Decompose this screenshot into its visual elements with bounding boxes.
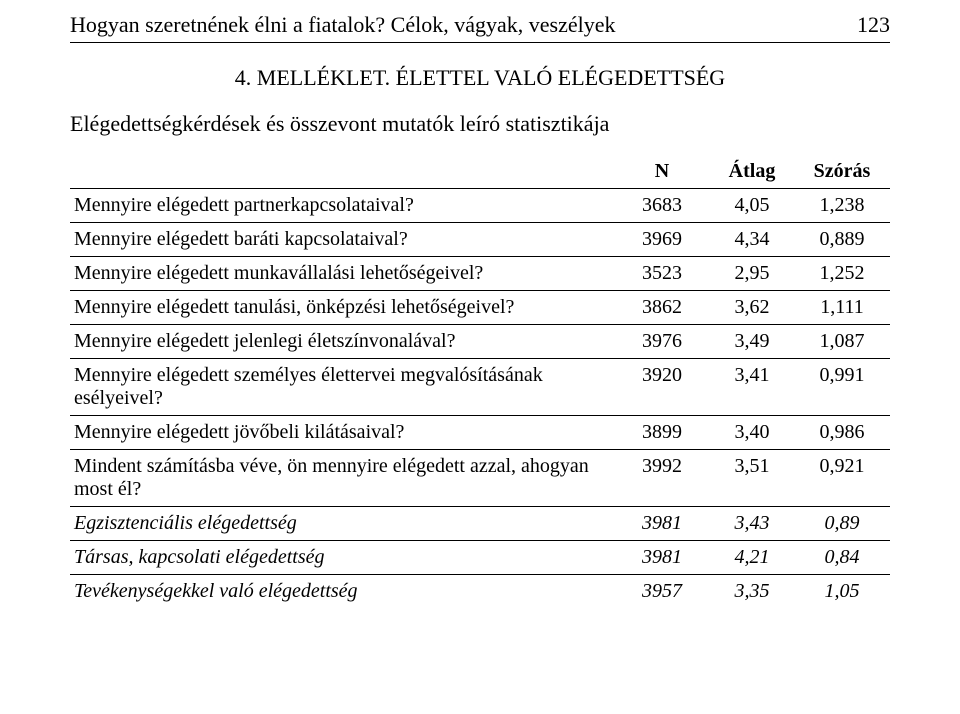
table-row: Mennyire elégedett jövőbeli kilátásaival… [70,416,890,450]
row-n: 3899 [620,416,710,450]
row-sd: 1,238 [800,189,890,223]
row-label: Mennyire elégedett jelenlegi életszínvon… [70,325,620,359]
table-row: Társas, kapcsolati elégedettség39814,210… [70,541,890,575]
col-header-sd: Szórás [800,155,890,189]
table-row: Mennyire elégedett tanulási, önképzési l… [70,291,890,325]
statistics-table: N Átlag Szórás Mennyire elégedett partne… [70,155,890,608]
table-row: Mindent számításba véve, ön mennyire elé… [70,450,890,507]
row-sd: 0,991 [800,359,890,416]
row-label: Mindent számításba véve, ön mennyire elé… [70,450,620,507]
row-mean: 3,43 [710,507,800,541]
table-row: Mennyire elégedett személyes élettervei … [70,359,890,416]
row-mean: 4,34 [710,223,800,257]
table-row: Mennyire elégedett baráti kapcsolataival… [70,223,890,257]
row-sd: 0,986 [800,416,890,450]
row-mean: 3,49 [710,325,800,359]
table-header-row: N Átlag Szórás [70,155,890,189]
page-number: 123 [857,12,890,38]
row-mean: 3,35 [710,575,800,609]
row-sd: 1,252 [800,257,890,291]
row-sd: 0,889 [800,223,890,257]
row-sd: 0,89 [800,507,890,541]
table-row: Mennyire elégedett munkavállalási lehető… [70,257,890,291]
row-mean: 3,62 [710,291,800,325]
row-label: Társas, kapcsolati elégedettség [70,541,620,575]
row-sd: 0,84 [800,541,890,575]
running-head: Hogyan szeretnének élni a fiatalok? Célo… [70,12,890,43]
section-subtitle: Elégedettségkérdések és összevont mutató… [70,111,890,137]
appendix-title: 4. MELLÉKLET. ÉLETTEL VALÓ ELÉGEDETTSÉG [70,65,890,91]
row-n: 3981 [620,507,710,541]
col-header-label [70,155,620,189]
row-sd: 1,05 [800,575,890,609]
row-n: 3920 [620,359,710,416]
row-label: Egzisztenciális elégedettség [70,507,620,541]
row-label: Mennyire elégedett tanulási, önképzési l… [70,291,620,325]
table-row: Mennyire elégedett jelenlegi életszínvon… [70,325,890,359]
row-n: 3976 [620,325,710,359]
row-mean: 2,95 [710,257,800,291]
row-mean: 4,05 [710,189,800,223]
row-n: 3969 [620,223,710,257]
row-label: Mennyire elégedett partnerkapcsolataival… [70,189,620,223]
row-label: Mennyire elégedett személyes élettervei … [70,359,620,416]
col-header-mean: Átlag [710,155,800,189]
row-mean: 3,51 [710,450,800,507]
row-mean: 3,41 [710,359,800,416]
col-header-n: N [620,155,710,189]
row-n: 3992 [620,450,710,507]
row-sd: 0,921 [800,450,890,507]
row-mean: 3,40 [710,416,800,450]
row-label: Mennyire elégedett baráti kapcsolataival… [70,223,620,257]
row-n: 3683 [620,189,710,223]
row-label: Tevékenységekkel való elégedettség [70,575,620,609]
row-n: 3981 [620,541,710,575]
row-n: 3957 [620,575,710,609]
row-n: 3523 [620,257,710,291]
row-label: Mennyire elégedett jövőbeli kilátásaival… [70,416,620,450]
row-label: Mennyire elégedett munkavállalási lehető… [70,257,620,291]
row-mean: 4,21 [710,541,800,575]
table-row: Tevékenységekkel való elégedettség39573,… [70,575,890,609]
running-title: Hogyan szeretnének élni a fiatalok? Célo… [70,12,616,38]
page-container: Hogyan szeretnének élni a fiatalok? Célo… [0,0,960,628]
table-row: Mennyire elégedett partnerkapcsolataival… [70,189,890,223]
table-row: Egzisztenciális elégedettség39813,430,89 [70,507,890,541]
row-n: 3862 [620,291,710,325]
row-sd: 1,111 [800,291,890,325]
row-sd: 1,087 [800,325,890,359]
